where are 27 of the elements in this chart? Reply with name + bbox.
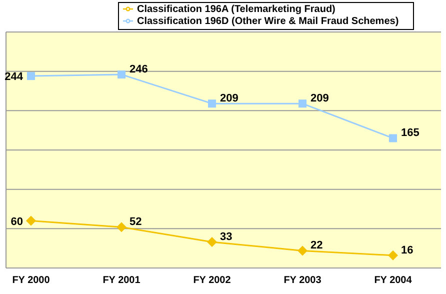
point — [118, 70, 126, 78]
data-label: 246 — [130, 63, 148, 76]
data-label: 33 — [220, 231, 232, 244]
point — [27, 72, 35, 80]
x-tick-label: FY 2004 — [374, 275, 412, 286]
data-label: 52 — [130, 216, 142, 228]
x-tick-label: FY 2000 — [12, 275, 50, 286]
data-label: 22 — [310, 240, 323, 252]
x-tick-label: FY 2002 — [193, 275, 232, 286]
point — [298, 100, 306, 108]
x-tick-label: FY 2003 — [284, 275, 322, 286]
x-tick-label: FY 2001 — [102, 275, 141, 286]
point — [207, 237, 217, 248]
data-label: 209 — [310, 92, 329, 105]
data-label: 165 — [401, 127, 420, 140]
point — [208, 100, 216, 108]
point — [298, 246, 308, 256]
legend-label: Classification 196A (Telemarketing Fraud) — [137, 4, 336, 15]
legend-label: Classification 196D (Other Wire & Mail Fraud Schemes) — [137, 16, 399, 27]
point — [389, 134, 397, 142]
data-label: 16 — [401, 244, 414, 256]
data-label: 244 — [4, 71, 24, 84]
point — [388, 250, 398, 260]
point — [116, 222, 126, 232]
data-label: 60 — [10, 216, 23, 228]
point — [26, 216, 36, 226]
data-label: 209 — [220, 92, 238, 105]
